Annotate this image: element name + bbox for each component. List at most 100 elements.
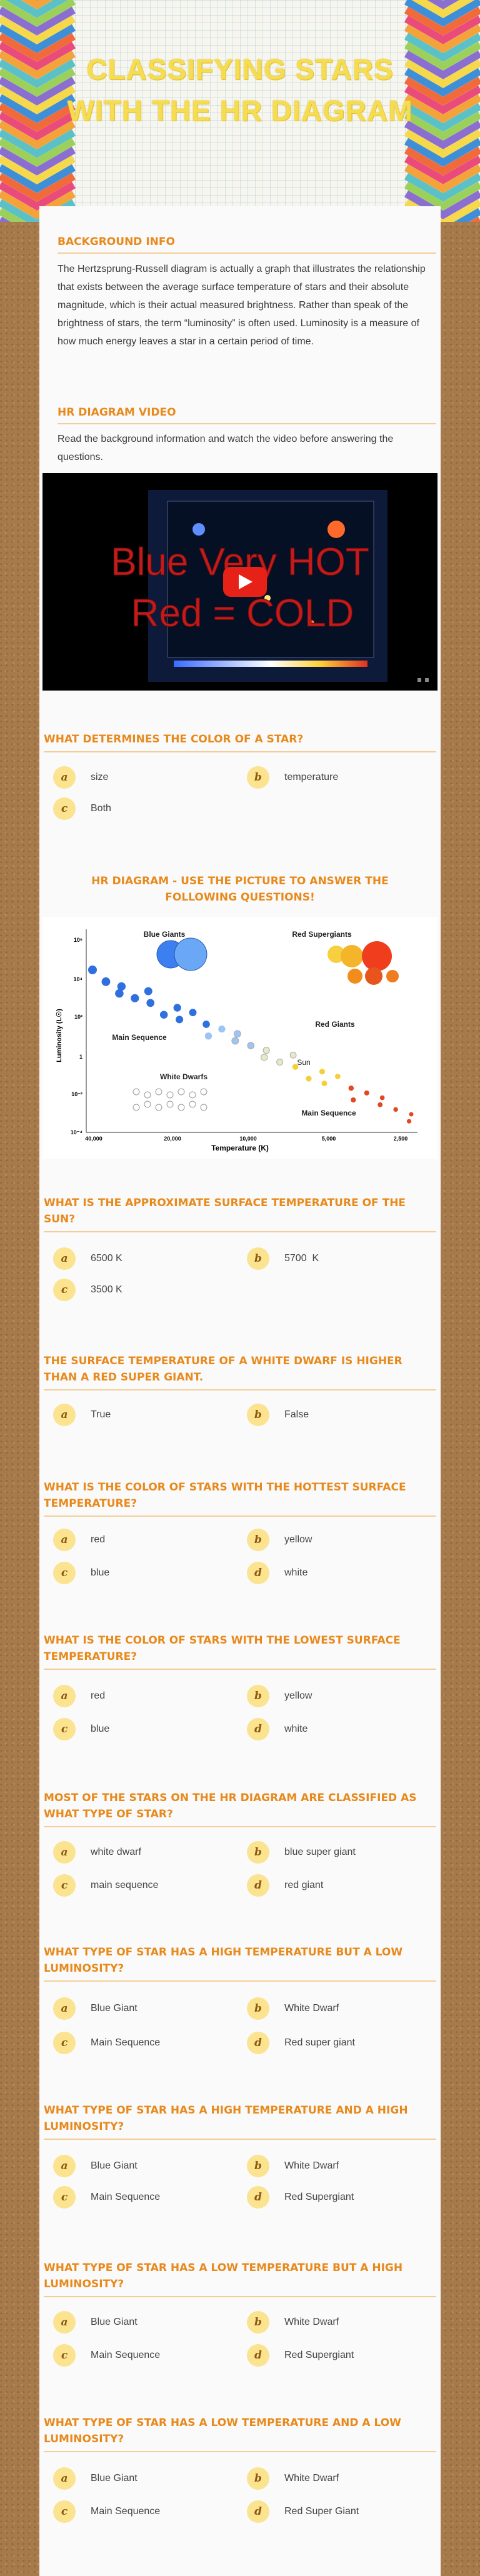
star (262, 1047, 270, 1054)
star (409, 1112, 414, 1117)
option-letter[interactable]: a (53, 2155, 76, 2177)
option-text[interactable]: White Dwarf (284, 2160, 339, 2171)
option-letter[interactable]: a (53, 1404, 76, 1426)
option-text[interactable]: red giant (284, 1880, 324, 1890)
chevron-stripe (0, 59, 76, 88)
option-letter[interactable]: b (247, 1841, 269, 1864)
option-letter[interactable]: a (53, 1997, 76, 2020)
option-letter[interactable]: a (53, 2467, 76, 2490)
option-letter[interactable]: b (247, 2467, 269, 2490)
option-text[interactable]: Both (91, 803, 111, 814)
star (276, 1059, 284, 1066)
star (348, 1086, 354, 1091)
option-text[interactable]: blue super giant (284, 1847, 356, 1857)
option-text[interactable]: White Dwarf (284, 2473, 339, 2484)
video-control[interactable] (418, 678, 421, 682)
option-text[interactable]: temperature (284, 772, 339, 782)
option-letter[interactable]: b (247, 2155, 269, 2177)
option-letter[interactable]: c (53, 1718, 76, 1740)
option-text[interactable]: blue (91, 1567, 110, 1578)
star (321, 1081, 328, 1087)
option-text[interactable]: white dwarf (91, 1847, 141, 1857)
option-text[interactable]: yellow (284, 1690, 312, 1701)
option-text[interactable]: Blue Giant (91, 2473, 138, 2484)
option-text[interactable]: Red Supergiant (284, 2350, 354, 2360)
option-letter[interactable]: b (247, 1404, 269, 1426)
star (155, 1104, 162, 1111)
option-text[interactable]: 3500 K (91, 1284, 122, 1295)
option-text[interactable]: blue (91, 1724, 110, 1734)
option-text[interactable]: True (91, 1409, 111, 1420)
y-tick-label: 10⁶ (74, 937, 82, 943)
video-thumbnail: Blue Very HOT Red = COLD (111, 490, 429, 682)
option-letter[interactable]: c (53, 1874, 76, 1897)
star (174, 937, 208, 971)
option-letter[interactable]: c (53, 2186, 76, 2209)
option-text[interactable]: Main Sequence (91, 2506, 161, 2517)
option-letter[interactable]: c (53, 2344, 76, 2367)
option-letter[interactable]: c (53, 797, 76, 820)
star (364, 1090, 369, 1096)
option-text[interactable]: Red super giant (284, 2037, 355, 2048)
option-text[interactable]: Blue Giant (91, 2003, 138, 2014)
option-text[interactable]: 5700 K (284, 1253, 319, 1264)
video-player[interactable]: Blue Very HOT Red = COLD (42, 473, 438, 691)
chevron-stripe (404, 59, 480, 88)
option-text[interactable]: main sequence (91, 1880, 159, 1890)
option-text[interactable]: red (91, 1534, 106, 1545)
option-letter[interactable]: d (247, 2500, 269, 2523)
chevron-stripe (404, 67, 480, 97)
option-letter[interactable]: d (247, 1874, 269, 1897)
thumb-star (328, 521, 345, 538)
option-text[interactable]: white (284, 1724, 308, 1734)
chevron-stripe (404, 15, 480, 44)
option-letter[interactable]: d (247, 2186, 269, 2209)
video-control[interactable] (425, 678, 429, 682)
option-text[interactable]: Red Supergiant (284, 2192, 354, 2202)
star (88, 966, 97, 974)
option-letter[interactable]: a (53, 1529, 76, 1551)
option-letter[interactable]: c (53, 2032, 76, 2054)
option-letter[interactable]: a (53, 766, 76, 789)
option-text[interactable]: white (284, 1567, 308, 1578)
option-text[interactable]: Main Sequence (91, 2192, 161, 2202)
option-letter[interactable]: d (247, 1718, 269, 1740)
option-letter[interactable]: c (53, 2500, 76, 2523)
option-text[interactable]: red (91, 1690, 106, 1701)
star (189, 1091, 196, 1099)
option-letter[interactable]: c (53, 1562, 76, 1584)
option-letter[interactable]: b (247, 1247, 269, 1270)
divider (44, 1826, 436, 1827)
option-letter[interactable]: d (247, 1562, 269, 1584)
option-text[interactable]: Blue Giant (91, 2317, 138, 2327)
option-text[interactable]: Main Sequence (91, 2350, 161, 2360)
option-letter[interactable]: d (247, 2344, 269, 2367)
option-letter[interactable]: b (247, 766, 269, 789)
option-letter[interactable]: a (53, 1841, 76, 1864)
star (189, 1009, 197, 1017)
option-text[interactable]: yellow (284, 1534, 312, 1545)
option-text[interactable]: False (284, 1409, 309, 1420)
option-letter[interactable]: a (53, 1685, 76, 1707)
option-letter[interactable]: b (247, 1997, 269, 2020)
diagram-label: Red Giants (315, 1020, 355, 1029)
option-letter[interactable]: d (247, 2032, 269, 2054)
chevron-stripe (0, 181, 76, 211)
option-text[interactable]: Red Super Giant (284, 2506, 359, 2517)
option-letter[interactable]: c (53, 1279, 76, 1301)
option-text[interactable]: size (91, 772, 109, 782)
option-text[interactable]: Blue Giant (91, 2160, 138, 2171)
option-letter[interactable]: b (247, 1685, 269, 1707)
option-letter[interactable]: b (247, 1529, 269, 1551)
option-text[interactable]: Main Sequence (91, 2037, 161, 2048)
divider (44, 751, 436, 752)
option-text[interactable]: 6500 K (91, 1253, 122, 1264)
option-text[interactable]: White Dwarf (284, 2317, 339, 2327)
star (144, 1091, 151, 1099)
star (261, 1054, 268, 1061)
option-text[interactable]: White Dwarf (284, 2003, 339, 2014)
option-letter[interactable]: a (53, 1247, 76, 1270)
option-letter[interactable]: a (53, 2311, 76, 2334)
option-letter[interactable]: b (247, 2311, 269, 2334)
